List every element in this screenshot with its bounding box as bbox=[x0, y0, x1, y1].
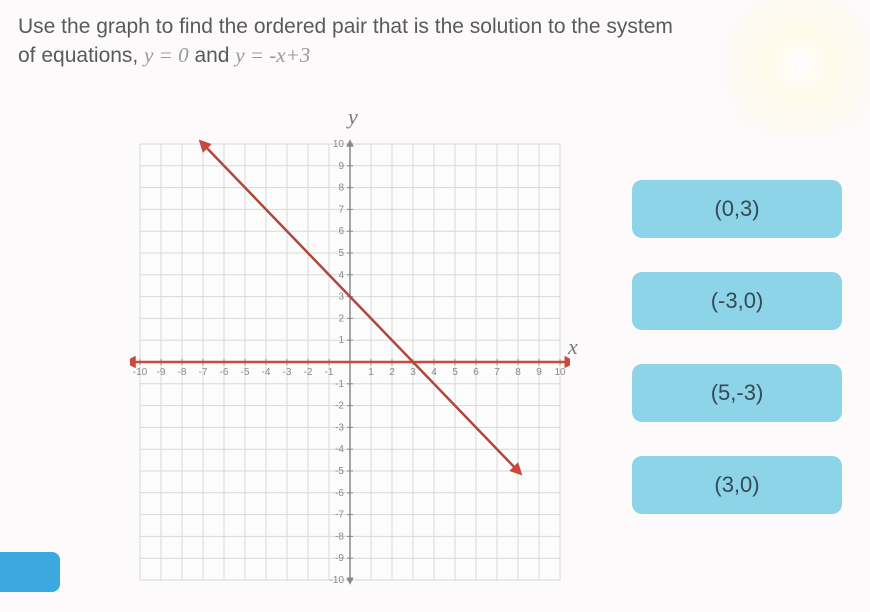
svg-text:8: 8 bbox=[515, 367, 521, 378]
svg-text:-7: -7 bbox=[199, 367, 208, 378]
svg-text:-1: -1 bbox=[325, 367, 334, 378]
question-line-2: of equations, y = 0 and y = -x+3 bbox=[18, 41, 852, 70]
svg-text:10: 10 bbox=[554, 367, 566, 378]
svg-text:-5: -5 bbox=[241, 367, 250, 378]
question-text: Use the graph to find the ordered pair t… bbox=[0, 0, 870, 75]
svg-text:-9: -9 bbox=[335, 553, 344, 564]
svg-text:2: 2 bbox=[338, 313, 344, 324]
svg-text:-10: -10 bbox=[133, 367, 148, 378]
question-and: and bbox=[194, 44, 235, 67]
equation-2: y = -x+3 bbox=[235, 43, 310, 67]
answer-choice-0[interactable]: (0,3) bbox=[632, 180, 842, 238]
svg-text:3: 3 bbox=[338, 292, 344, 303]
svg-text:-4: -4 bbox=[262, 367, 271, 378]
question-prefix: of equations, bbox=[18, 44, 144, 67]
svg-text:-3: -3 bbox=[283, 367, 292, 378]
svg-text:7: 7 bbox=[338, 204, 344, 215]
answer-choices: (0,3) (-3,0) (5,-3) (3,0) bbox=[632, 180, 842, 514]
svg-text:-3: -3 bbox=[335, 422, 344, 433]
equation-1: y = 0 bbox=[144, 43, 189, 67]
svg-text:-2: -2 bbox=[304, 367, 313, 378]
svg-text:2: 2 bbox=[389, 367, 395, 378]
svg-text:-5: -5 bbox=[335, 466, 344, 477]
svg-text:9: 9 bbox=[338, 161, 344, 172]
svg-text:3: 3 bbox=[410, 367, 416, 378]
answer-choice-2[interactable]: (5,-3) bbox=[632, 364, 842, 422]
svg-text:7: 7 bbox=[494, 367, 500, 378]
question-line-1: Use the graph to find the ordered pair t… bbox=[18, 12, 852, 41]
svg-text:1: 1 bbox=[338, 335, 344, 346]
svg-text:-4: -4 bbox=[335, 444, 344, 455]
svg-text:9: 9 bbox=[536, 367, 542, 378]
svg-text:-9: -9 bbox=[157, 367, 166, 378]
svg-text:-8: -8 bbox=[178, 367, 187, 378]
svg-text:10: 10 bbox=[333, 139, 345, 150]
y-axis-label: y bbox=[348, 104, 358, 130]
svg-text:5: 5 bbox=[452, 367, 458, 378]
answer-choice-3[interactable]: (3,0) bbox=[632, 456, 842, 514]
graph-svg: -10 -9 -8 -7 -6 -5 -4 -3 -2 -1 1 2 3 4 5 6 7 8 9 10 -10 -9 -8 -… bbox=[130, 134, 570, 590]
svg-text:6: 6 bbox=[338, 226, 344, 237]
svg-text:-2: -2 bbox=[335, 401, 344, 412]
svg-text:4: 4 bbox=[338, 270, 344, 281]
svg-text:-8: -8 bbox=[335, 531, 344, 542]
svg-text:6: 6 bbox=[473, 367, 479, 378]
partial-button-edge[interactable] bbox=[0, 552, 60, 592]
svg-text:-1: -1 bbox=[335, 379, 344, 390]
svg-text:1: 1 bbox=[368, 367, 374, 378]
svg-text:-10: -10 bbox=[330, 575, 345, 586]
answer-choice-1[interactable]: (-3,0) bbox=[632, 272, 842, 330]
svg-text:-7: -7 bbox=[335, 510, 344, 521]
svg-text:-6: -6 bbox=[335, 488, 344, 499]
svg-text:-6: -6 bbox=[220, 367, 229, 378]
svg-text:8: 8 bbox=[338, 183, 344, 194]
svg-text:5: 5 bbox=[338, 248, 344, 259]
svg-text:4: 4 bbox=[431, 367, 437, 378]
